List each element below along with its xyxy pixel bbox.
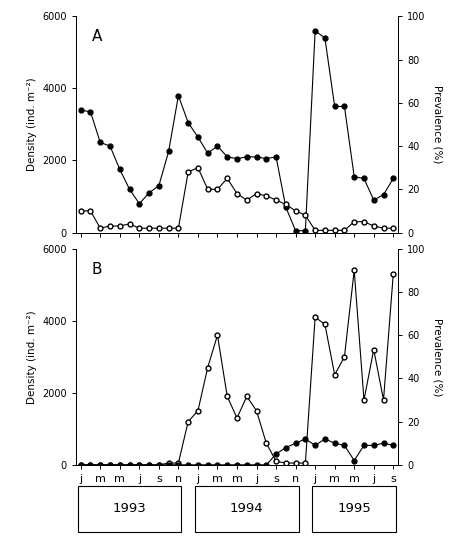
Y-axis label: Density (ind. m⁻²): Density (ind. m⁻²) <box>27 310 36 403</box>
Text: B: B <box>92 262 102 277</box>
Text: A: A <box>92 29 102 44</box>
Y-axis label: Density (ind. m⁻²): Density (ind. m⁻²) <box>27 78 36 171</box>
Y-axis label: Prevalence (%): Prevalence (%) <box>432 318 442 396</box>
Bar <box>195 486 299 532</box>
Bar <box>78 486 182 532</box>
Text: 1994: 1994 <box>230 502 264 514</box>
Y-axis label: Prevalence (%): Prevalence (%) <box>432 85 442 164</box>
Text: 1995: 1995 <box>337 502 371 514</box>
Bar <box>312 486 396 532</box>
Text: 1993: 1993 <box>113 502 146 514</box>
